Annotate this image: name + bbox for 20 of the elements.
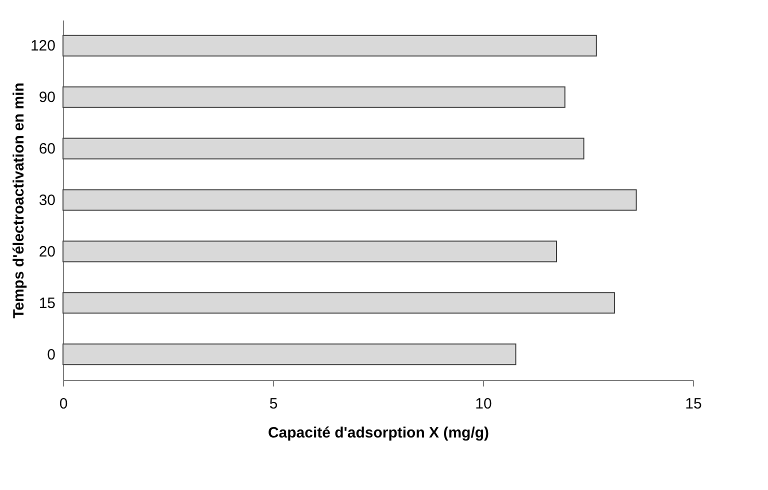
y-tick-label: 120 xyxy=(30,38,56,55)
y-tick-label: 60 xyxy=(38,140,56,158)
bar xyxy=(62,240,557,262)
y-tick-label: 15 xyxy=(38,294,56,312)
y-tick-label: 90 xyxy=(38,89,56,106)
x-tick-label: 15 xyxy=(685,396,702,412)
y-tick-label: 0 xyxy=(47,346,56,364)
bar xyxy=(62,86,566,108)
bar xyxy=(62,189,637,211)
bar xyxy=(62,344,516,366)
bar xyxy=(62,292,615,314)
x-tick-label: 5 xyxy=(269,396,278,412)
bar xyxy=(62,138,584,160)
x-tick-label: 0 xyxy=(59,396,68,412)
x-tick-label: 10 xyxy=(475,396,492,412)
x-axis-title: Capacité d'adsorption X (mg/g) xyxy=(268,424,490,442)
y-tick-label: 30 xyxy=(38,192,56,209)
y-tick-label: 20 xyxy=(38,243,56,260)
y-axis-title: Temps d'électroactivation en min xyxy=(10,82,28,318)
bar xyxy=(62,34,597,56)
